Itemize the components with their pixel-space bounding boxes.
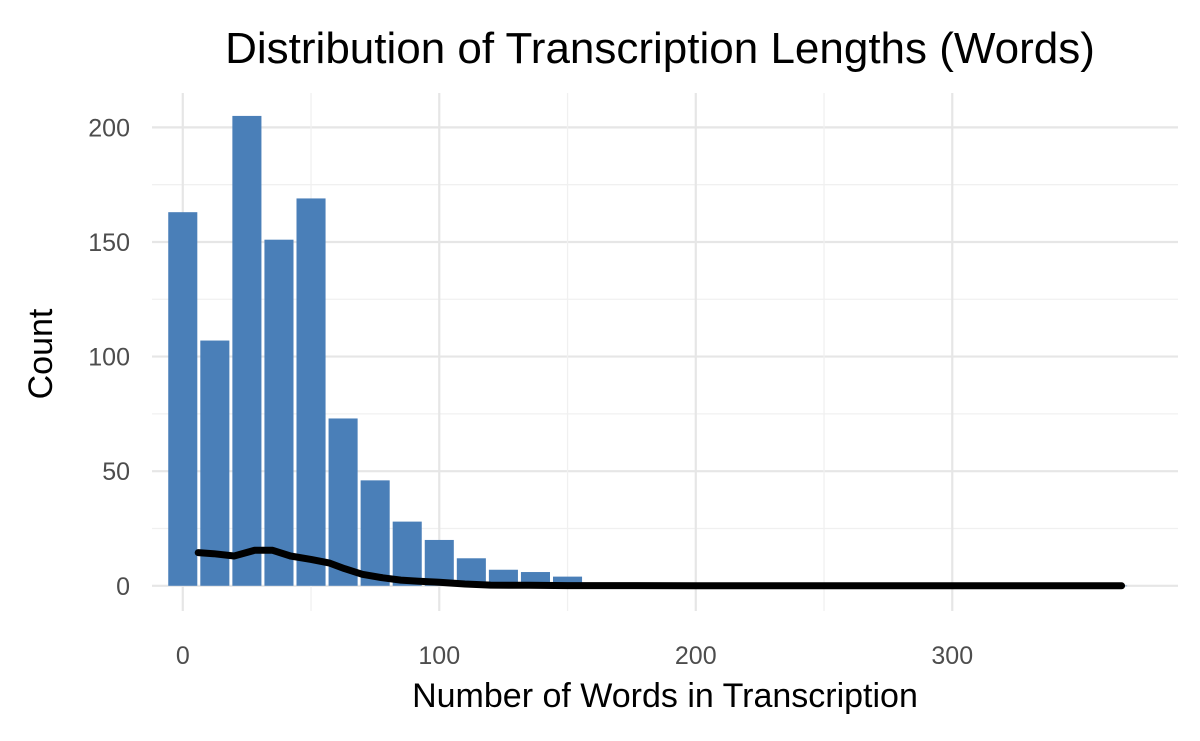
histogram-bar [168, 212, 198, 586]
tick-labels: 0 100 200 300 0 50 100 150 200 [88, 114, 973, 670]
x-tick-label: 0 [176, 642, 190, 670]
y-axis-title: Count [22, 308, 60, 399]
histogram-bar [264, 239, 294, 586]
histogram-bar [424, 539, 454, 586]
x-axis-title: Number of Words in Transcription [412, 677, 918, 715]
chart-title: Distribution of Transcription Lengths (W… [225, 24, 1095, 73]
x-tick-label: 200 [675, 642, 717, 670]
y-tick-label: 50 [102, 458, 130, 486]
histogram-bar [360, 480, 390, 586]
y-tick-label: 100 [88, 344, 130, 372]
density-curve-layer [194, 546, 1126, 590]
histogram-bar [296, 198, 326, 586]
histogram-bar [552, 576, 583, 586]
y-tick-label: 0 [116, 573, 130, 601]
histogram-bar [232, 115, 262, 586]
y-tick-label: 150 [88, 229, 130, 257]
y-tick-label: 200 [88, 114, 130, 142]
histogram-bars [168, 115, 1128, 587]
histogram-bar [392, 521, 422, 586]
x-tick-label: 300 [931, 642, 973, 670]
histogram-bar [200, 340, 230, 586]
x-tick-label: 100 [418, 642, 460, 670]
histogram-bar [328, 418, 358, 586]
density-curve [194, 546, 1126, 590]
